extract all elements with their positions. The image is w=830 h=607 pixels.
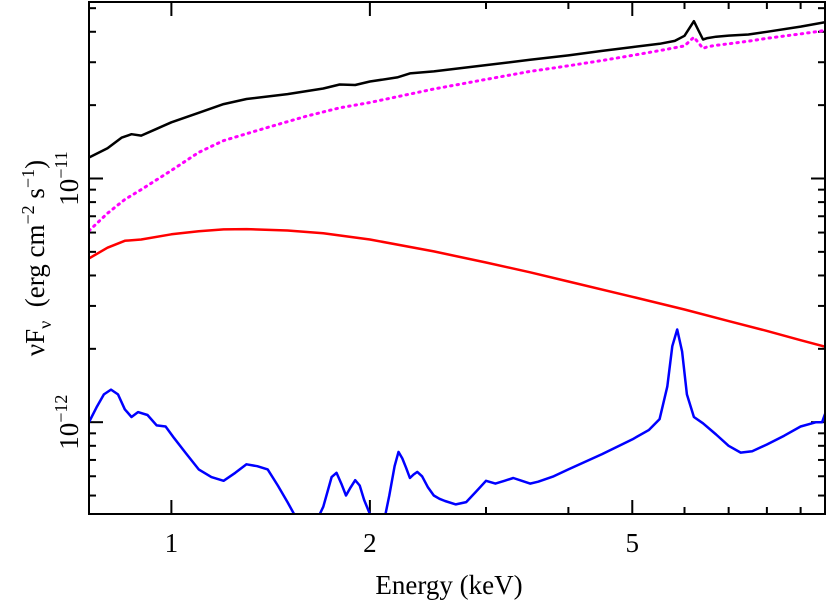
soft-component-line: [89, 328, 825, 514]
powerlaw-component-line: [89, 29, 825, 233]
x-tick-label: 1: [165, 528, 179, 558]
y-tick-label: 10−11: [51, 151, 84, 205]
thermal-component-line: [89, 227, 825, 348]
x-axis-label: Energy (keV): [375, 570, 522, 600]
series-layer: [89, 19, 825, 514]
axis-ticks: [89, 2, 825, 514]
x-tick-label: 5: [626, 528, 640, 558]
x-tick-labels: 1 2 5: [165, 528, 639, 558]
x-tick-label: 2: [363, 528, 377, 558]
plot-frame: [88, 1, 826, 515]
total-model-line: [89, 19, 825, 159]
y-tick-labels: 10−12 10−11: [51, 151, 84, 450]
y-axis-label: νFν (erg cm−2 s−1): [18, 160, 55, 356]
y-tick-label: 10−12: [51, 395, 84, 450]
